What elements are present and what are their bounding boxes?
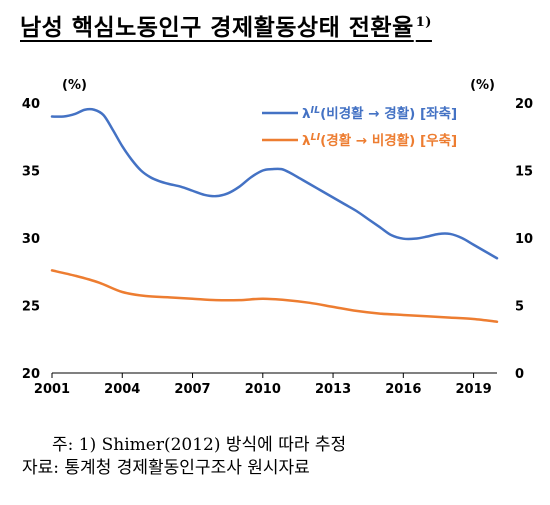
notes: 주: 1) Shimer(2012) 방식에 따라 추정 자료: 통계청 경제활… xyxy=(22,434,346,480)
left-tick-label: 40 xyxy=(22,97,40,112)
series-line-2 xyxy=(50,269,499,323)
x-tick-label: 2004 xyxy=(104,382,140,397)
legend-label-2: λLI(경활 → 비경활) [우축] xyxy=(302,132,457,149)
right-tick-label: 0 xyxy=(515,367,524,382)
legend-label-1: λIL(비경활 → 경활) [좌축] xyxy=(302,105,457,122)
x-tick-label: 2001 xyxy=(34,382,70,397)
left-tick-label: 20 xyxy=(22,367,40,382)
right-tick-label: 5 xyxy=(515,300,524,315)
series-line-1 xyxy=(50,107,499,260)
left-tick-label: 30 xyxy=(22,232,40,247)
right-tick-label: 20 xyxy=(515,97,533,112)
line-chart: 20 25 30 35 40 0 5 10 15 20 (%) (%) 2001 2004 2007 2010… xyxy=(22,78,533,397)
left-tick-label: 35 xyxy=(22,165,40,180)
chart-title: 남성 핵심노동인구 경제활동상태 전환율 1) xyxy=(20,8,432,42)
right-tick-label: 15 xyxy=(515,165,533,180)
right-tick-label: 10 xyxy=(515,232,533,247)
left-tick-label: 25 xyxy=(22,300,40,315)
right-axis-unit: (%) xyxy=(470,78,495,93)
title-footnote-mark: 1) xyxy=(415,15,432,31)
x-tick-label: 2019 xyxy=(455,382,491,397)
x-tick-label: 2013 xyxy=(315,382,351,397)
note-source: 자료: 통계청 경제활동인구조사 원시자료 xyxy=(22,458,310,478)
x-tick-label: 2010 xyxy=(245,382,281,397)
x-tick-label: 2007 xyxy=(174,382,210,397)
left-axis-unit: (%) xyxy=(62,78,87,93)
note-footnote: 주: 1) Shimer(2012) 방식에 따라 추정 xyxy=(52,435,347,455)
x-tick-label: 2016 xyxy=(385,382,421,397)
chart-title-text: 남성 핵심노동인구 경제활동상태 전환율 xyxy=(20,14,414,41)
